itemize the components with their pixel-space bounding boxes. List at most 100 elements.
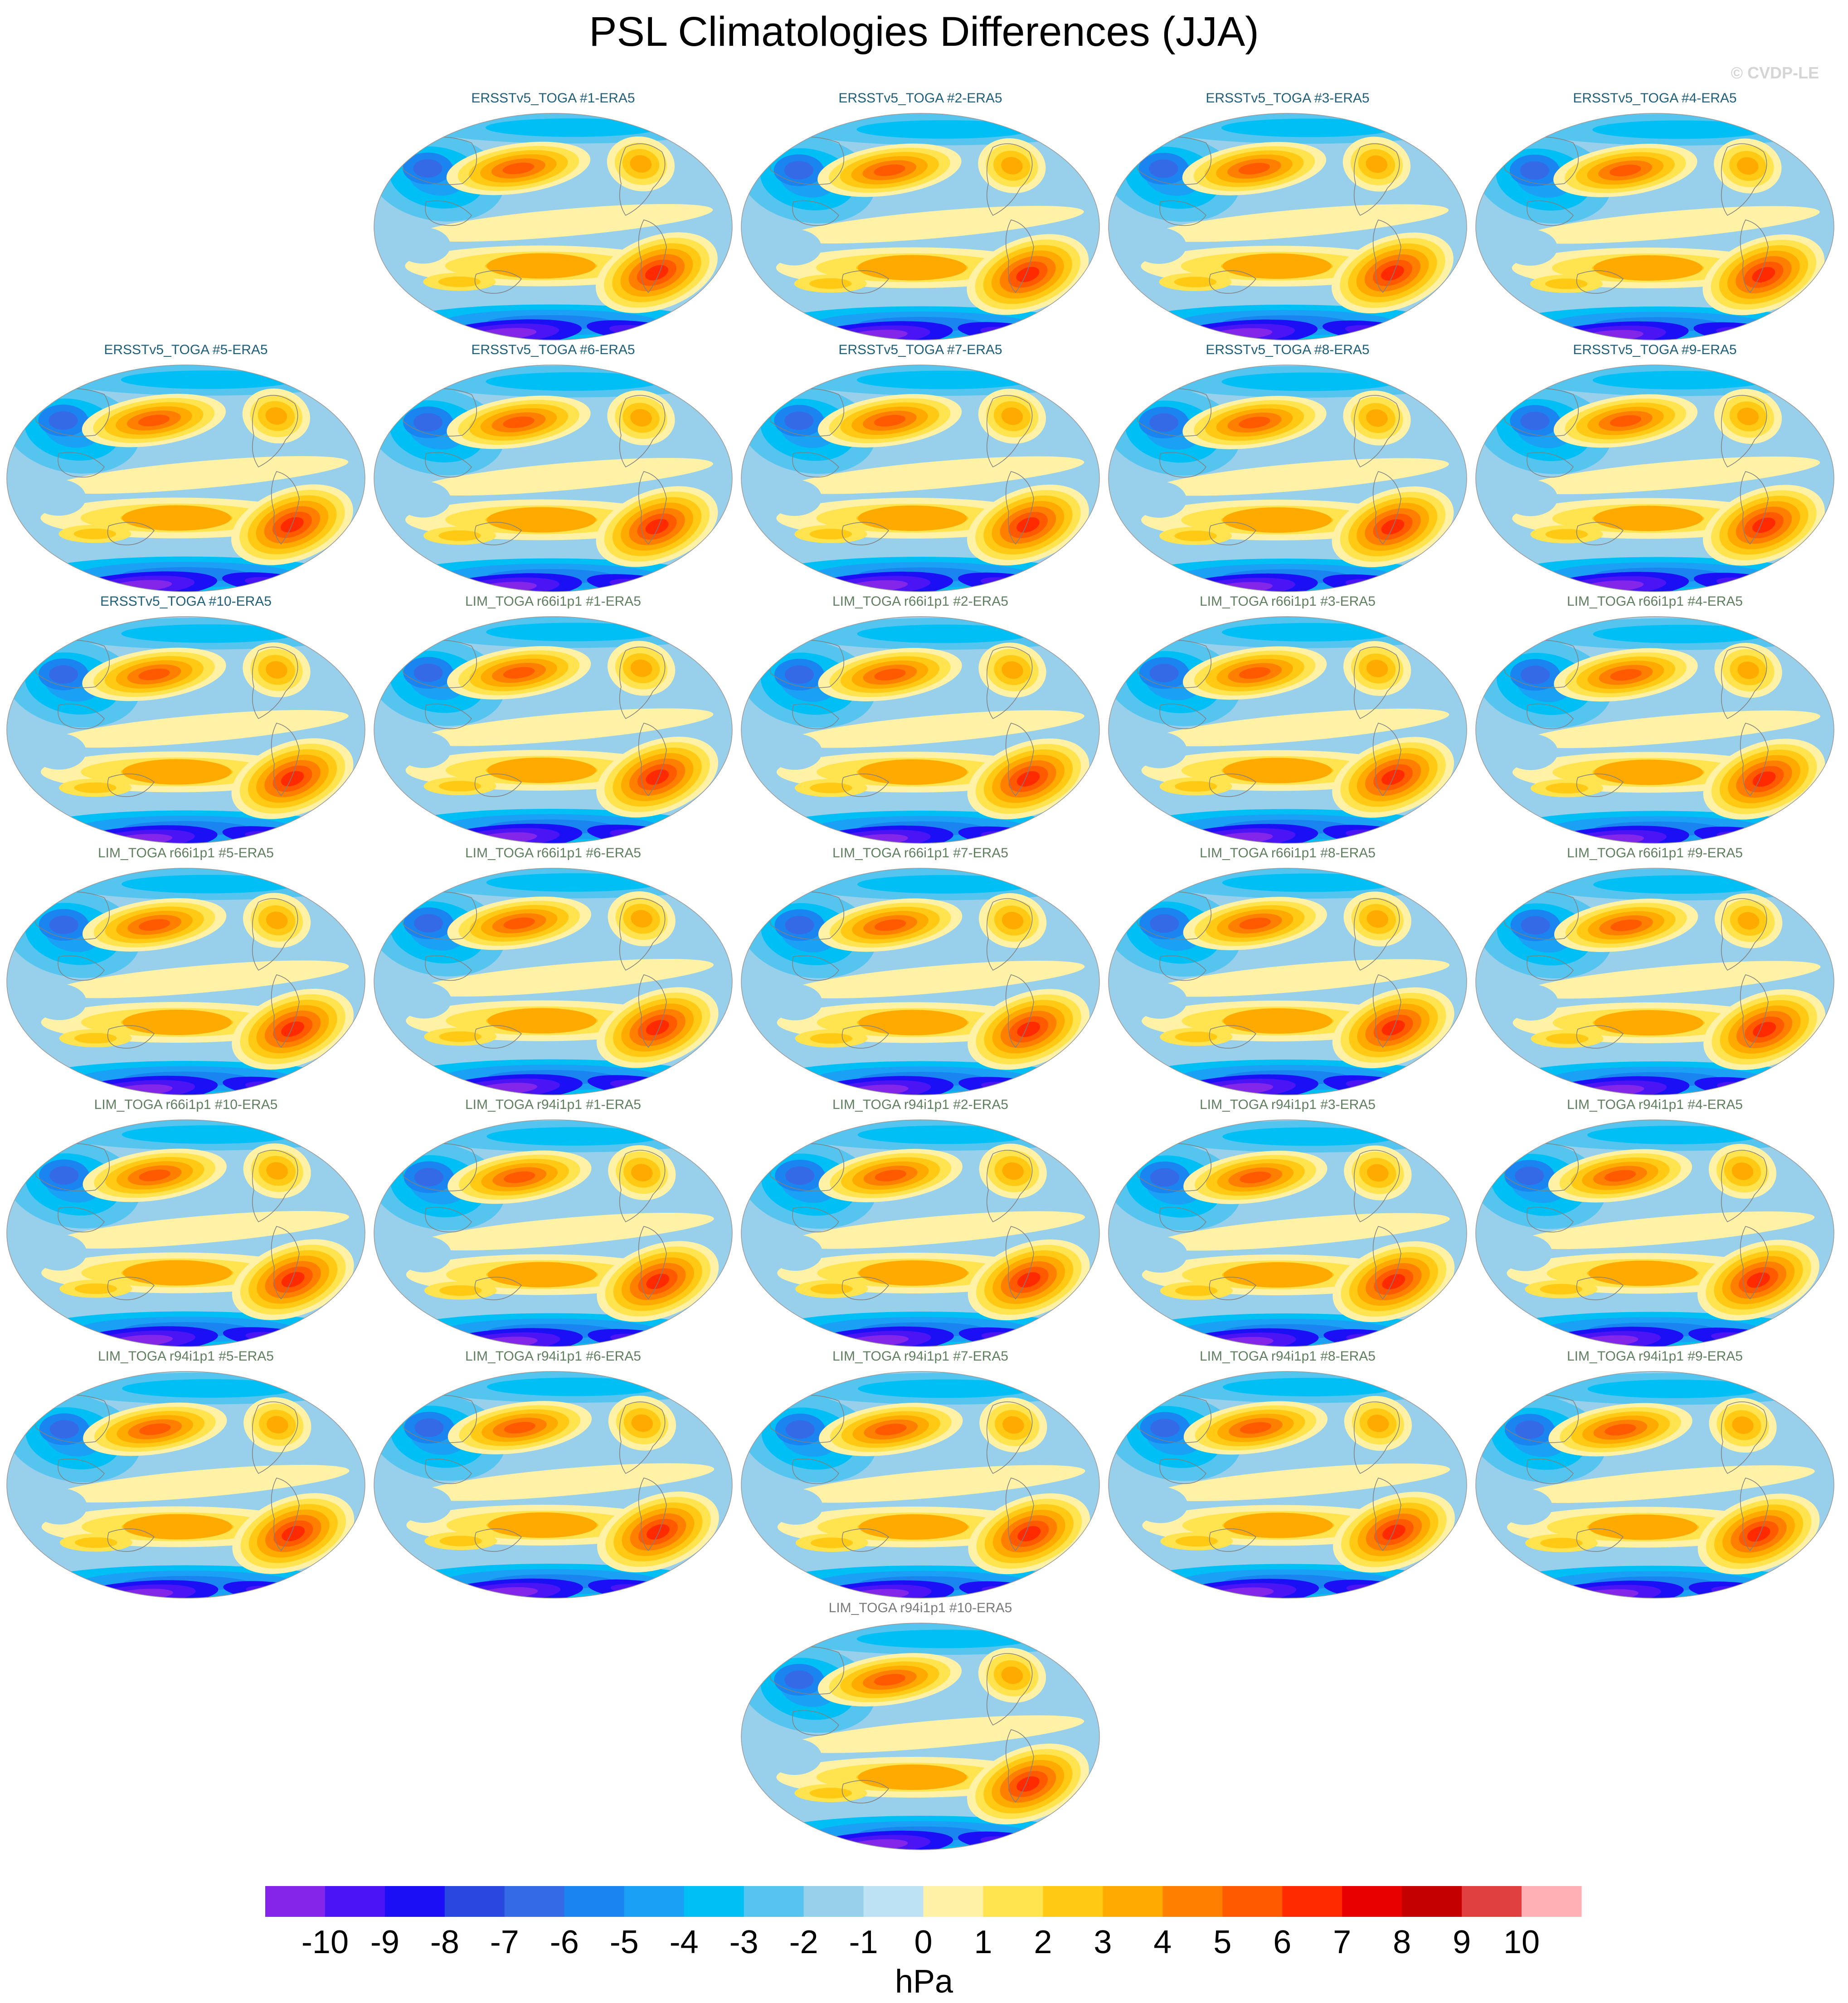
panel-title: ERSSTv5_TOGA #3-ERA5 (1206, 91, 1370, 106)
panel-title: LIM_TOGA r94i1p1 #5-ERA5 (98, 1349, 274, 1364)
map-heatmap (374, 1119, 733, 1347)
colorbar-swatch (564, 1886, 625, 1917)
colorbar-swatch (1103, 1886, 1163, 1917)
map-panel: ERSSTv5_TOGA #7-ERA5 (739, 342, 1102, 594)
colorbar-tick-label: 3 (1094, 1924, 1112, 1960)
map-panel: LIM_TOGA r94i1p1 #8-ERA5 (1106, 1349, 1469, 1600)
panel-title: ERSSTv5_TOGA #1-ERA5 (471, 91, 635, 106)
colorbar-tick-label: -7 (490, 1924, 519, 1960)
map-panel: LIM_TOGA r94i1p1 #4-ERA5 (1474, 1097, 1836, 1349)
map-panel: ERSSTv5_TOGA #2-ERA5 (739, 91, 1102, 342)
map-heatmap (374, 616, 733, 844)
panel-title: LIM_TOGA r94i1p1 #4-ERA5 (1567, 1097, 1743, 1112)
map-heatmap (1475, 1371, 1834, 1599)
panel-title: LIM_TOGA r94i1p1 #2-ERA5 (832, 1097, 1008, 1112)
map-panel: LIM_TOGA r94i1p1 #5-ERA5 (5, 1349, 367, 1600)
map-heatmap (6, 868, 365, 1095)
colorbar-swatch (1342, 1886, 1402, 1917)
panel-title: LIM_TOGA r94i1p1 #9-ERA5 (1567, 1349, 1743, 1364)
map-heatmap (1475, 868, 1834, 1095)
colorbar-swatch (1522, 1886, 1582, 1917)
map-heatmap (1108, 616, 1467, 844)
map-panel: ERSSTv5_TOGA #5-ERA5 (5, 342, 367, 594)
panel-title: LIM_TOGA r94i1p1 #6-ERA5 (465, 1349, 641, 1364)
colorbar-tick-label: 5 (1213, 1924, 1231, 1960)
panel-title: ERSSTv5_TOGA #8-ERA5 (1206, 342, 1370, 357)
map-heatmap (374, 1371, 733, 1599)
map-panel: LIM_TOGA r66i1p1 #10-ERA5 (5, 1097, 367, 1349)
map-panel: ERSSTv5_TOGA #3-ERA5 (1106, 91, 1469, 342)
panel-title: LIM_TOGA r94i1p1 #7-ERA5 (832, 1349, 1008, 1364)
chart-title: PSL Climatologies Differences (JJA) (589, 9, 1259, 55)
colorbar-swatch (803, 1886, 864, 1917)
panel-title: ERSSTv5_TOGA #4-ERA5 (1573, 91, 1737, 106)
panel-title: LIM_TOGA r94i1p1 #8-ERA5 (1200, 1349, 1376, 1364)
map-heatmap (1108, 1371, 1467, 1599)
map-heatmap (1475, 365, 1834, 592)
map-heatmap (741, 616, 1100, 844)
colorbar-swatch (1282, 1886, 1342, 1917)
map-panel: LIM_TOGA r66i1p1 #6-ERA5 (372, 846, 734, 1097)
colorbar-tick-label: 4 (1153, 1924, 1172, 1960)
map-panel: ERSSTv5_TOGA #8-ERA5 (1106, 342, 1469, 594)
panel-title: LIM_TOGA r66i1p1 #2-ERA5 (832, 594, 1008, 609)
map-heatmap (1475, 1119, 1834, 1347)
map-panel: LIM_TOGA r66i1p1 #1-ERA5 (372, 594, 734, 846)
colorbar-tick-label: -8 (430, 1924, 459, 1960)
panel-title: ERSSTv5_TOGA #2-ERA5 (838, 91, 1002, 106)
colorbar-tick-label: 0 (914, 1924, 932, 1960)
map-heatmap (1475, 616, 1834, 844)
colorbar-tick-label: -4 (670, 1924, 699, 1960)
colorbar-swatch (983, 1886, 1043, 1917)
map-heatmap (741, 1371, 1100, 1599)
map-panel: ERSSTv5_TOGA #10-ERA5 (5, 594, 367, 846)
map-panel: LIM_TOGA r66i1p1 #7-ERA5 (739, 846, 1102, 1097)
map-heatmap (1108, 113, 1467, 340)
colorbar-tick-label: 2 (1034, 1924, 1052, 1960)
map-heatmap (6, 616, 365, 844)
panel-title: LIM_TOGA r66i1p1 #10-ERA5 (94, 1097, 278, 1112)
map-heatmap (6, 365, 365, 592)
colorbar-swatch (923, 1886, 983, 1917)
colorbar-tick-label: -6 (550, 1924, 579, 1960)
colorbar-swatch (325, 1886, 385, 1917)
colorbar-tick-label: 9 (1453, 1924, 1471, 1960)
colorbar-swatch (504, 1886, 565, 1917)
panel-title: ERSSTv5_TOGA #10-ERA5 (100, 594, 272, 609)
colorbar-tick-label: -5 (610, 1924, 639, 1960)
map-panel: ERSSTv5_TOGA #9-ERA5 (1474, 342, 1836, 594)
panel-title: ERSSTv5_TOGA #9-ERA5 (1573, 342, 1737, 357)
map-heatmap (741, 1623, 1100, 1850)
colorbar-tick-label: -10 (302, 1924, 349, 1960)
map-panel: LIM_TOGA r66i1p1 #8-ERA5 (1106, 846, 1469, 1097)
colorbar-swatch (384, 1886, 445, 1917)
colorbar-tick-label: 7 (1333, 1924, 1351, 1960)
colorbar-swatch (1162, 1886, 1223, 1917)
colorbar-tick-label: -1 (849, 1924, 878, 1960)
map-panel: ERSSTv5_TOGA #1-ERA5 (372, 91, 734, 342)
colorbar-tick-label: -2 (789, 1924, 818, 1960)
map-heatmap (1108, 868, 1467, 1095)
map-panel: LIM_TOGA r66i1p1 #3-ERA5 (1106, 594, 1469, 846)
colorbar-swatch (1402, 1886, 1462, 1917)
colorbar-tick-label: 8 (1393, 1924, 1411, 1960)
panel-title: LIM_TOGA r66i1p1 #9-ERA5 (1567, 846, 1743, 861)
map-panel: ERSSTv5_TOGA #4-ERA5 (1474, 91, 1836, 342)
panel-title: LIM_TOGA r66i1p1 #3-ERA5 (1200, 594, 1376, 609)
map-heatmap (374, 868, 733, 1095)
map-panel: LIM_TOGA r94i1p1 #6-ERA5 (372, 1349, 734, 1600)
panel-title: LIM_TOGA r66i1p1 #6-ERA5 (465, 846, 641, 861)
map-panel: ERSSTv5_TOGA #6-ERA5 (372, 342, 734, 594)
map-heatmap (741, 1119, 1100, 1347)
map-heatmap (374, 113, 733, 340)
map-heatmap (741, 868, 1100, 1095)
map-heatmap (374, 365, 733, 592)
colorbar-tick-label: 1 (974, 1924, 992, 1960)
panel-title: LIM_TOGA r94i1p1 #1-ERA5 (465, 1097, 641, 1112)
map-panel: LIM_TOGA r94i1p1 #7-ERA5 (739, 1349, 1102, 1600)
colorbar-swatch (444, 1886, 505, 1917)
colorbar-swatch (684, 1886, 744, 1917)
map-heatmap (741, 113, 1100, 340)
